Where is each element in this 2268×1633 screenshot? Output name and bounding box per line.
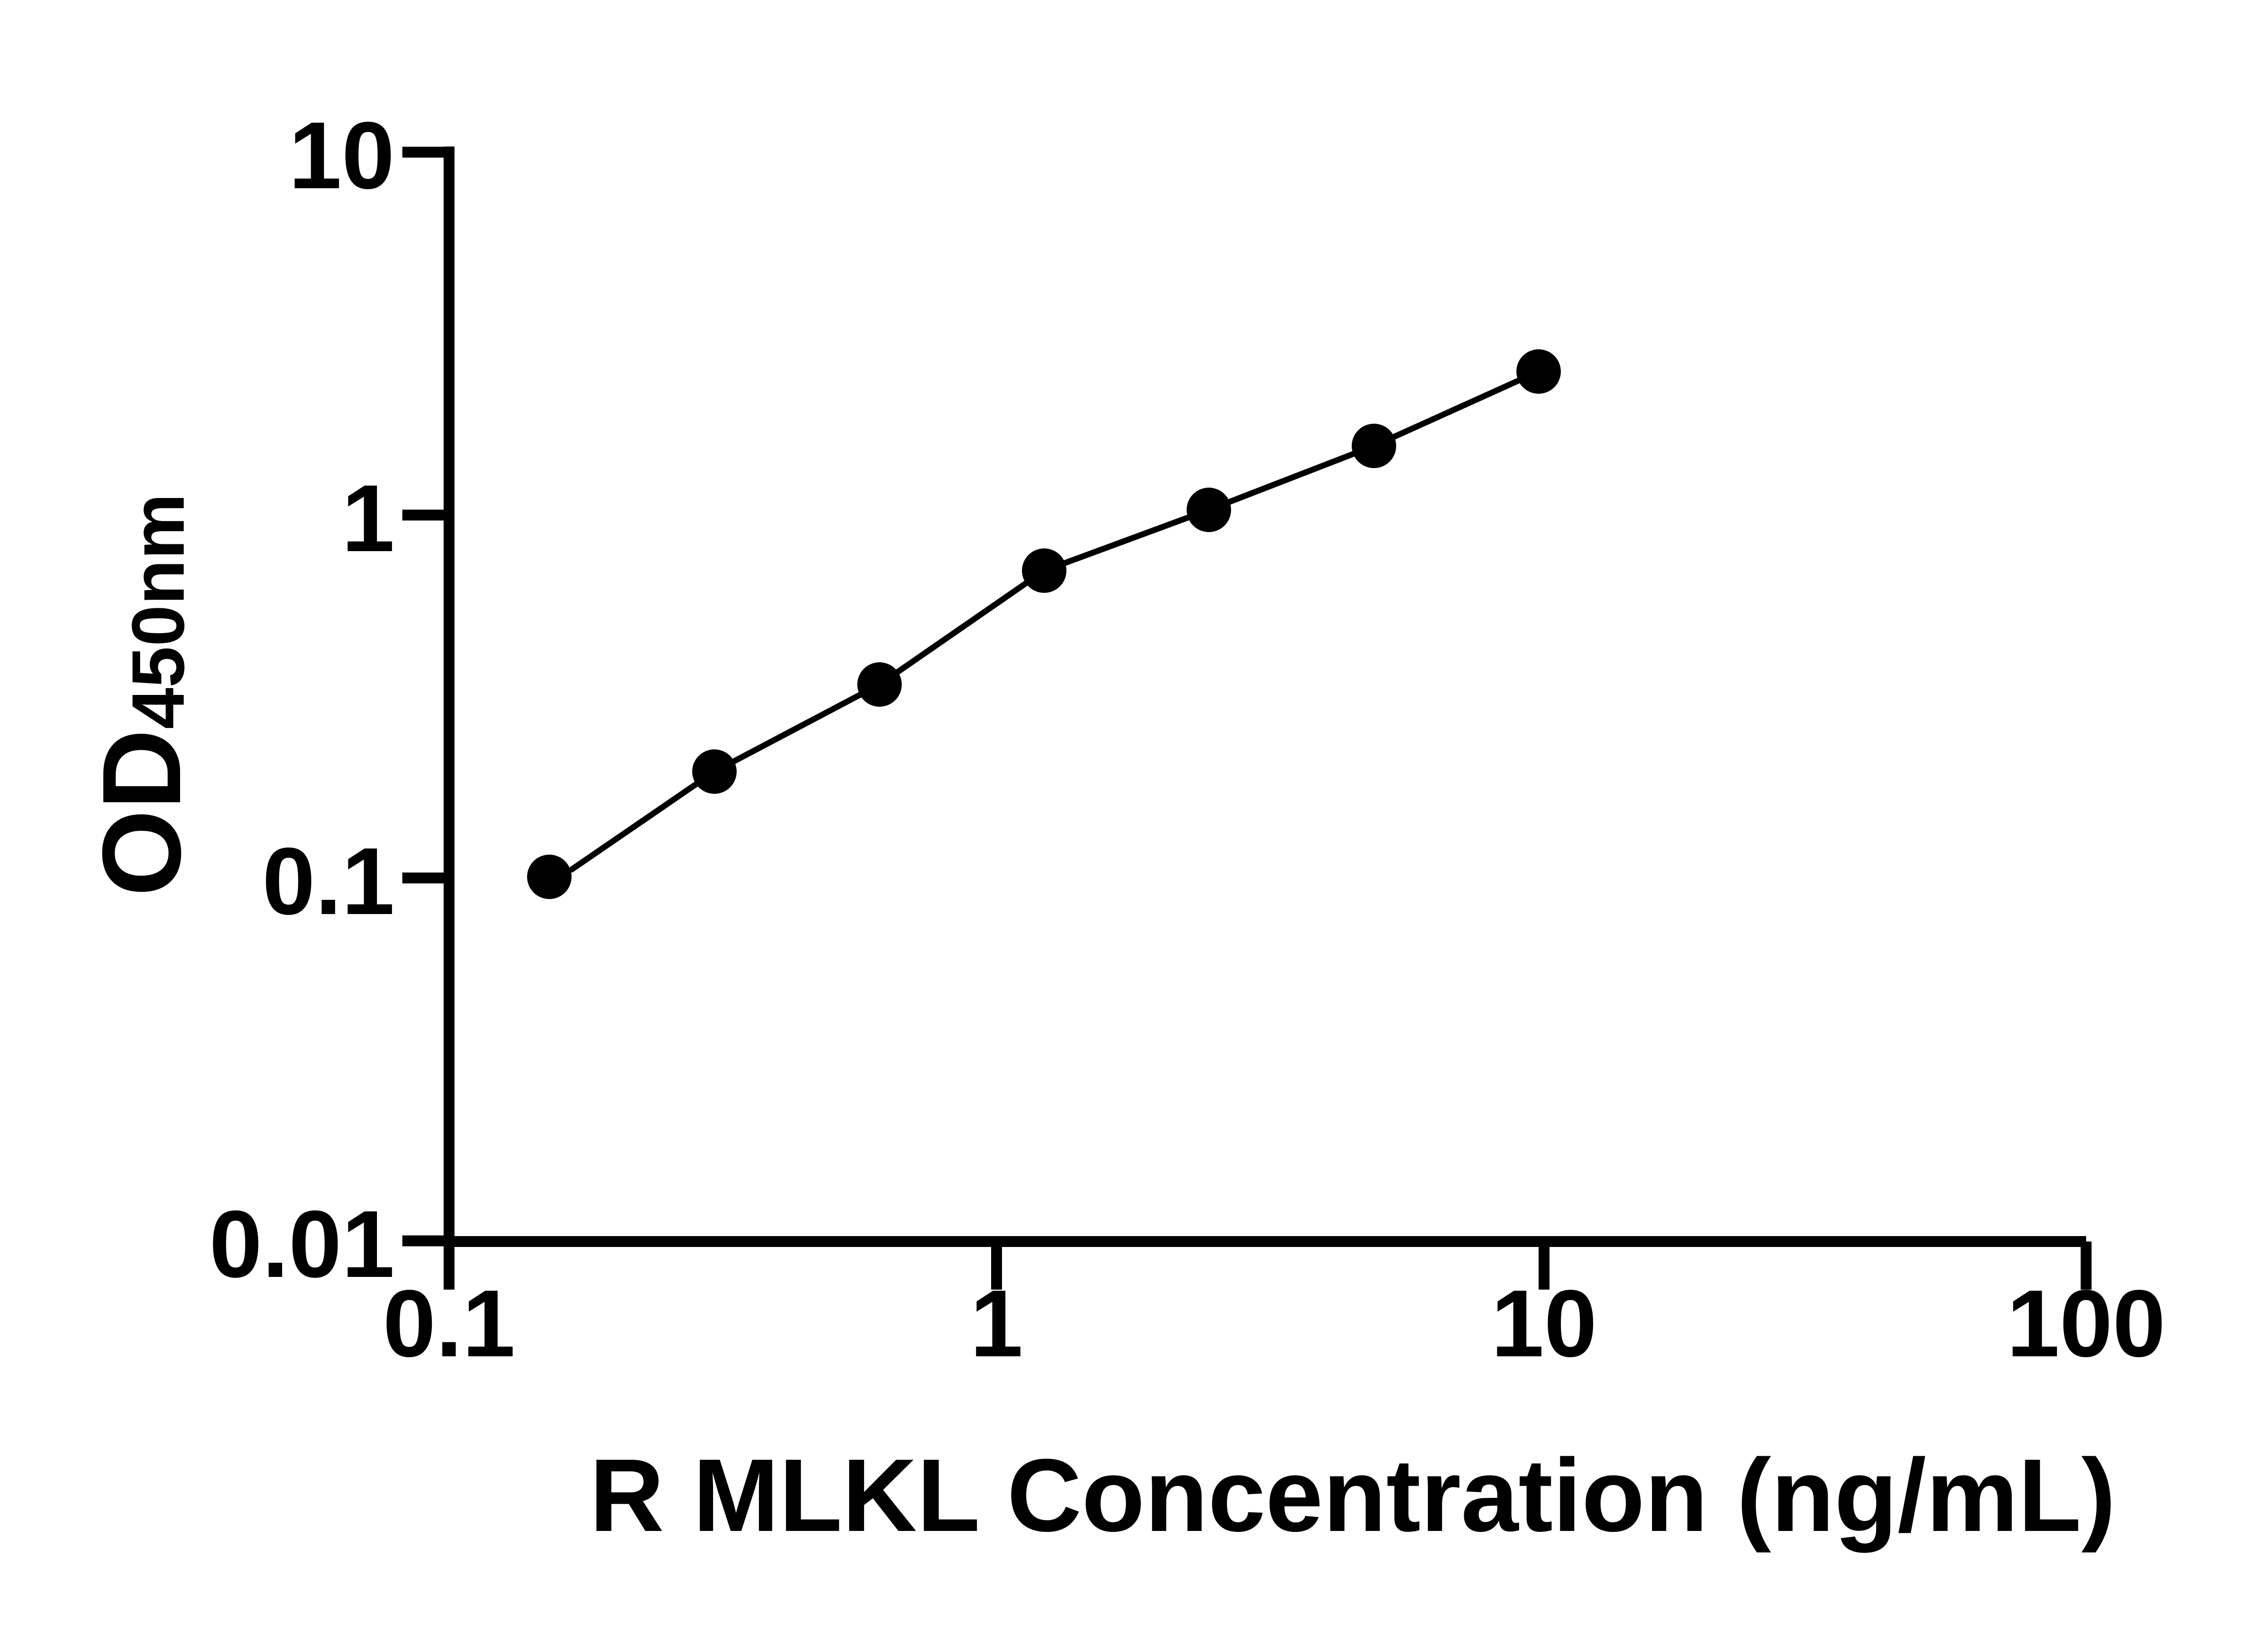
- svg-text:0.1: 0.1: [262, 828, 395, 934]
- svg-text:0.1: 0.1: [383, 1270, 515, 1377]
- svg-text:0.01: 0.01: [209, 1191, 395, 1297]
- svg-text:10: 10: [1491, 1270, 1597, 1377]
- svg-text:1: 1: [970, 1270, 1023, 1377]
- svg-text:100: 100: [2007, 1270, 2165, 1377]
- svg-text:10: 10: [288, 102, 395, 209]
- svg-text:1: 1: [342, 465, 395, 572]
- svg-text:R MLKL Concentration (ng/mL): R MLKL Concentration (ng/mL): [590, 1438, 2116, 1553]
